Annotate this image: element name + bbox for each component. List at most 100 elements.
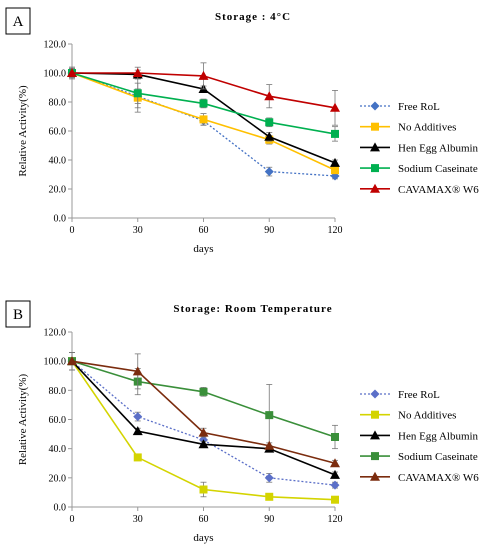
legend-item: Sodium Caseinate [360, 451, 478, 463]
data-point [330, 480, 340, 490]
data-point [198, 427, 209, 437]
data-point [132, 426, 143, 436]
data-point [330, 469, 340, 479]
y-axis-label: Relative Activity(%) [17, 373, 29, 465]
data-point [67, 68, 77, 77]
data-point [331, 495, 339, 504]
legend-marker [370, 471, 380, 481]
data-point [265, 118, 274, 127]
y-tick-label: 20.0 [49, 185, 67, 196]
legend-marker [370, 142, 380, 152]
y-tick-label: 60.0 [49, 127, 67, 138]
panel-label-box [5, 7, 31, 35]
series-4 [67, 62, 340, 126]
y-tick-label: 120.0 [44, 328, 67, 339]
data-point [265, 411, 274, 420]
data-point [133, 89, 142, 98]
legend-label: Sodium Caseinate [398, 163, 478, 175]
x-tick-label: 30 [133, 225, 143, 236]
legend-label: Sodium Caseinate [398, 451, 478, 463]
legend-marker [371, 452, 379, 461]
data-point [264, 473, 274, 483]
x-tick-label: 60 [199, 514, 209, 525]
legend-label: CAVAMAX® W6 [398, 472, 479, 484]
y-tick-label: 100.0 [44, 69, 67, 80]
legend-marker [370, 389, 380, 399]
legend-item: CAVAMAX® W6 [360, 183, 479, 196]
legend-marker [370, 101, 380, 111]
data-point [331, 433, 339, 441]
legend-label: Free RoL [398, 389, 440, 401]
y-axis-label: Relative Activity(%) [17, 85, 29, 177]
data-point [331, 129, 339, 138]
legend-label: Free RoL [398, 101, 440, 113]
panel-label: A [13, 14, 24, 30]
data-point [330, 458, 340, 468]
y-tick-label: 40.0 [49, 156, 67, 167]
legend-marker [371, 122, 379, 131]
legend-item: Free RoL [360, 101, 440, 113]
data-point [199, 99, 208, 108]
chart-panel-a: A Storage : 4°C 0.0 20.0 40.0 60.0 80.0 100.0 12… [5, 7, 479, 255]
data-point [133, 412, 143, 422]
x-tick-label: 60 [199, 225, 209, 236]
x-tick-label: 120 [328, 225, 343, 236]
data-point [132, 366, 143, 376]
data-point [199, 485, 208, 494]
series-2 [67, 352, 340, 479]
data-point [331, 166, 339, 175]
series-line [71, 72, 336, 177]
series-line [71, 360, 336, 486]
legend-marker [371, 164, 379, 173]
legend-marker [370, 430, 380, 440]
data-point [330, 102, 340, 112]
chart-title: Storage : 4°C [215, 11, 291, 23]
legend-label: Hen Egg Albumin [398, 142, 479, 154]
y-tick-label: 20.0 [49, 473, 67, 484]
legend-item: No Additives [360, 410, 456, 422]
x-tick-label: 30 [133, 514, 143, 525]
data-point [264, 440, 275, 450]
legend-item: Hen Egg Albumin [360, 430, 479, 442]
panel-label: B [13, 307, 23, 323]
y-tick-label: 40.0 [49, 444, 67, 455]
legend-item: Sodium Caseinate [360, 163, 478, 175]
y-tick-label: 80.0 [49, 98, 67, 109]
legend-item: CAVAMAX® W6 [360, 471, 479, 484]
legend-label: No Additives [398, 122, 456, 134]
y-tick-label: 100.0 [44, 357, 67, 368]
chart-title: Storage: Room Temperature [173, 303, 332, 315]
y-tick-label: 0.0 [54, 503, 67, 514]
x-tick-label: 120 [328, 514, 343, 525]
data-point [133, 453, 142, 462]
legend-label: Hen Egg Albumin [398, 430, 479, 442]
legend-label: No Additives [398, 410, 456, 422]
data-point [199, 387, 208, 396]
data-point [198, 439, 209, 449]
y-tick-label: 120.0 [44, 40, 67, 51]
panel-label-box [5, 300, 31, 328]
data-point [264, 91, 275, 101]
data-point [198, 70, 209, 80]
chart-panel-b: B Storage: Room Temperature 0.0 20.0 40.0 60.… [5, 300, 479, 544]
series-line [71, 360, 336, 438]
x-tick-label: 0 [70, 225, 75, 236]
data-point [199, 115, 208, 124]
y-tick-label: 80.0 [49, 386, 67, 397]
legend-item: Free RoL [360, 389, 440, 401]
data-point [67, 356, 77, 366]
data-point [265, 492, 274, 501]
x-tick-label: 90 [264, 514, 274, 525]
legend-item: Hen Egg Albumin [360, 142, 479, 154]
series-4 [67, 352, 340, 468]
data-point [330, 157, 340, 167]
data-point [132, 68, 143, 77]
legend-marker [370, 183, 380, 193]
data-point [264, 167, 274, 177]
x-axis-label: days [193, 243, 213, 255]
legend-item: No Additives [360, 122, 456, 134]
data-point [264, 131, 275, 141]
legend-marker [371, 410, 379, 419]
legend-label: CAVAMAX® W6 [398, 184, 479, 196]
x-tick-label: 0 [70, 514, 75, 525]
